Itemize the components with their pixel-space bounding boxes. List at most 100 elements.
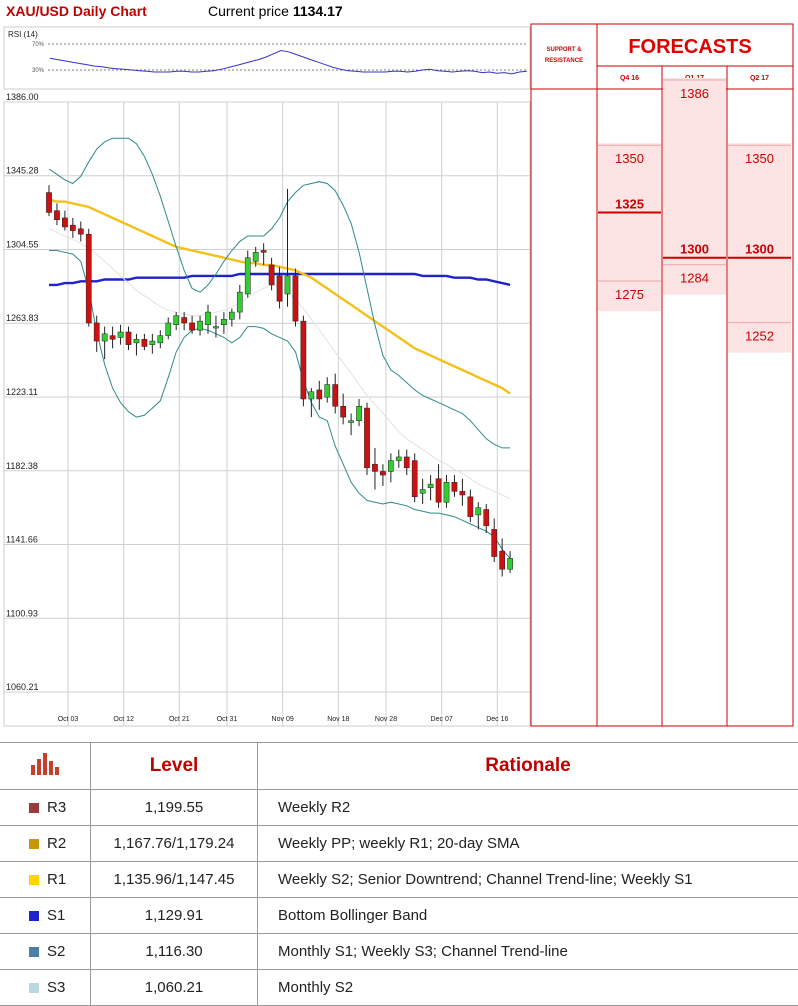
level-rationale: Monthly S1; Weekly S3; Channel Trend-lin…: [258, 934, 798, 970]
level-name-cell: R3: [0, 790, 91, 826]
level-rationale: Monthly S2: [258, 970, 798, 1006]
forecast-level-label: 1275: [615, 287, 644, 302]
y-tick-label: 1386.00: [6, 92, 39, 102]
table-row: S1 1,129.91 Bottom Bollinger Band: [0, 898, 798, 934]
level-name-cell: R1: [0, 862, 91, 898]
candle-body: [492, 529, 497, 556]
levels-table: Level Rationale R3 1,199.55 Weekly R2 R2…: [0, 742, 798, 1006]
level-value: 1,167.76/1,179.24: [91, 826, 258, 862]
candle-body: [356, 406, 361, 420]
level-swatch: [29, 911, 39, 921]
table-row: S3 1,060.21 Monthly S2: [0, 970, 798, 1006]
candle-body: [484, 509, 489, 525]
rsi-level-high: 70%: [32, 42, 45, 48]
levels-table-icon-cell: [0, 743, 91, 790]
candle-body: [476, 508, 481, 515]
level-name: S2: [47, 943, 65, 960]
forecast-level-label: 1252: [745, 329, 774, 344]
level-rationale: Weekly R2: [258, 790, 798, 826]
levels-table-header: Level Rationale: [0, 743, 798, 790]
candle-body: [237, 292, 242, 312]
level-name-cell: S2: [0, 934, 91, 970]
candle-body: [70, 225, 75, 230]
candle-body: [325, 385, 330, 398]
candle-body: [142, 339, 147, 346]
candle-body: [420, 490, 425, 494]
level-name-cell: S3: [0, 970, 91, 1006]
x-tick-label: Oct 03: [58, 716, 79, 723]
candle-body: [277, 276, 282, 301]
x-tick-label: Nov 09: [272, 716, 294, 723]
forecast-level-label: 1284: [680, 271, 709, 286]
candle-body: [62, 218, 67, 227]
level-swatch: [29, 839, 39, 849]
level-name: R1: [47, 871, 66, 888]
y-tick-label: 1100.93: [6, 608, 38, 618]
rsi-panel: RSI (14) 70% 30%: [4, 27, 530, 89]
sr-label-line1: SUPPORT &: [546, 47, 582, 53]
y-tick-label: 1223.11: [6, 387, 38, 397]
candle-body: [309, 392, 314, 399]
candle-body: [404, 457, 409, 468]
candle-body: [396, 457, 401, 461]
y-tick-label: 1141.66: [6, 534, 38, 544]
y-tick-label: 1304.55: [6, 240, 39, 250]
candle-body: [269, 265, 274, 285]
candle-body: [110, 336, 115, 340]
main-plot: 1386.001345.281304.551263.831223.111182.…: [4, 92, 597, 726]
candle-body: [46, 193, 51, 213]
level-swatch: [29, 803, 39, 813]
sr-label-line2: RESISTANCE: [545, 58, 583, 64]
y-tick-label: 1060.21: [6, 682, 39, 692]
rsi-label: RSI (14): [8, 30, 38, 39]
candle-body: [317, 390, 322, 399]
candle-body: [436, 479, 441, 503]
x-tick-label: Dec 07: [431, 716, 453, 723]
candle-body: [349, 421, 354, 423]
bar-chart-icon: [30, 751, 60, 775]
candle-body: [134, 339, 139, 343]
candle-body: [372, 464, 377, 471]
forecast-level-label: 1350: [615, 151, 644, 166]
candle-body: [78, 229, 83, 234]
x-tick-label: Nov 18: [327, 716, 349, 723]
candle-body: [253, 252, 258, 261]
level-value: 1,116.30: [91, 934, 258, 970]
rsi-level-low: 30%: [32, 68, 45, 74]
table-row: S2 1,116.30 Monthly S1; Weekly S3; Chann…: [0, 934, 798, 970]
chart-area: RSI (14) 70% 30% 1386.00 1345.28 1304.55 12…: [0, 0, 798, 742]
candle-body: [508, 558, 513, 569]
candle-body: [197, 321, 202, 330]
candle-body: [380, 471, 385, 475]
candle-body: [261, 251, 266, 253]
forecasts-title: FORECASTS: [628, 36, 751, 58]
candle-body: [364, 408, 369, 468]
candle-body: [500, 551, 505, 569]
candle-body: [221, 319, 226, 324]
level-name: S3: [47, 979, 65, 996]
candle-body: [333, 385, 338, 407]
level-name: R3: [47, 799, 66, 816]
candle-body: [229, 312, 234, 319]
level-value: 1,199.55: [91, 790, 258, 826]
candle-body: [102, 334, 107, 341]
level-rationale: Bottom Bollinger Band: [258, 898, 798, 934]
candle-body: [444, 482, 449, 502]
table-row: R2 1,167.76/1,179.24 Weekly PP; weekly R…: [0, 826, 798, 862]
forecast-range-band: [598, 143, 661, 311]
y-tick-label: 1345.28: [6, 166, 39, 176]
x-tick-label: Nov 28: [375, 716, 397, 723]
forecast-level-label: 1350: [745, 151, 774, 166]
candle-body: [428, 484, 433, 488]
side-panel: SUPPORT & RESISTANCE FORECASTS Q4 16 1350…: [531, 24, 793, 726]
x-tick-label: Oct 12: [113, 716, 134, 723]
level-value: 1,135.96/1,147.45: [91, 862, 258, 898]
candle-body: [126, 332, 131, 345]
candle-body: [205, 312, 210, 325]
level-swatch: [29, 875, 39, 885]
candle-body: [412, 461, 417, 497]
level-value: 1,129.91: [91, 898, 258, 934]
forecast-column-header: Q4 16: [620, 75, 639, 82]
x-tick-label: Dec 16: [486, 716, 508, 723]
candle-body: [158, 336, 163, 343]
